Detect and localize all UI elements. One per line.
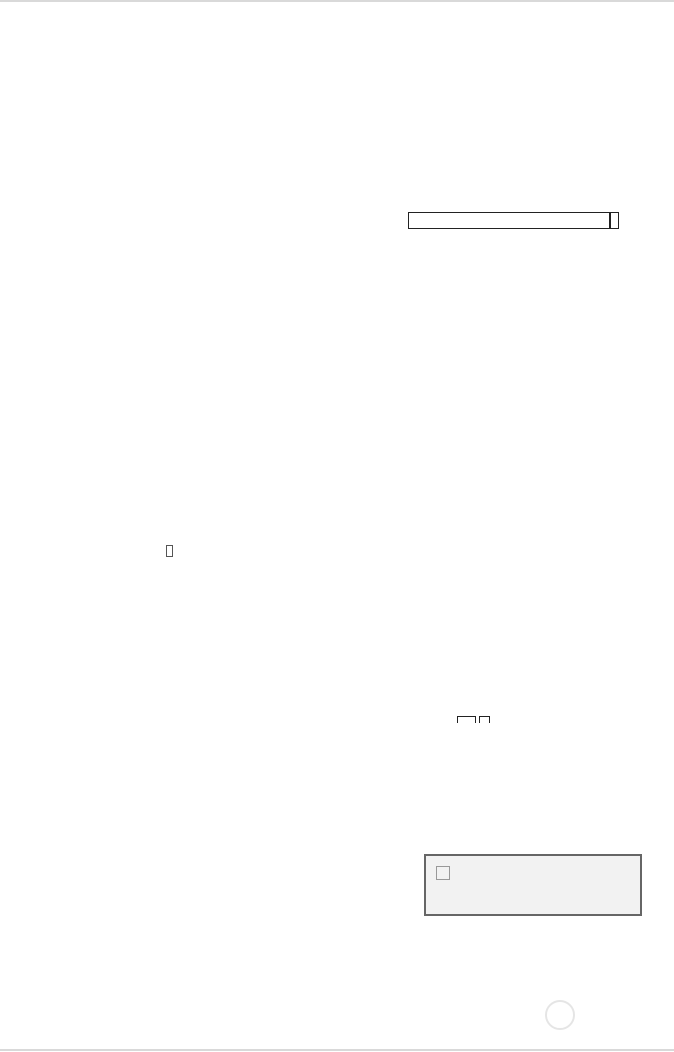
watermark-logo [545, 1000, 575, 1030]
breakpoint-junction-diagram [280, 44, 670, 174]
leader-box [166, 545, 173, 557]
colorbar-gradient [408, 212, 610, 229]
panel-g-bracket [479, 716, 490, 723]
panels-ef-bracket [457, 716, 476, 723]
page-bottom-border [0, 1049, 674, 1051]
legend-swatch-truncated [436, 866, 450, 880]
legend-box [424, 854, 642, 916]
legend-swatch-frameshift [436, 892, 450, 906]
colorbar-overflow [610, 212, 619, 229]
page-top-border [0, 0, 674, 2]
junction-profile-strip-plot [96, 95, 170, 558]
